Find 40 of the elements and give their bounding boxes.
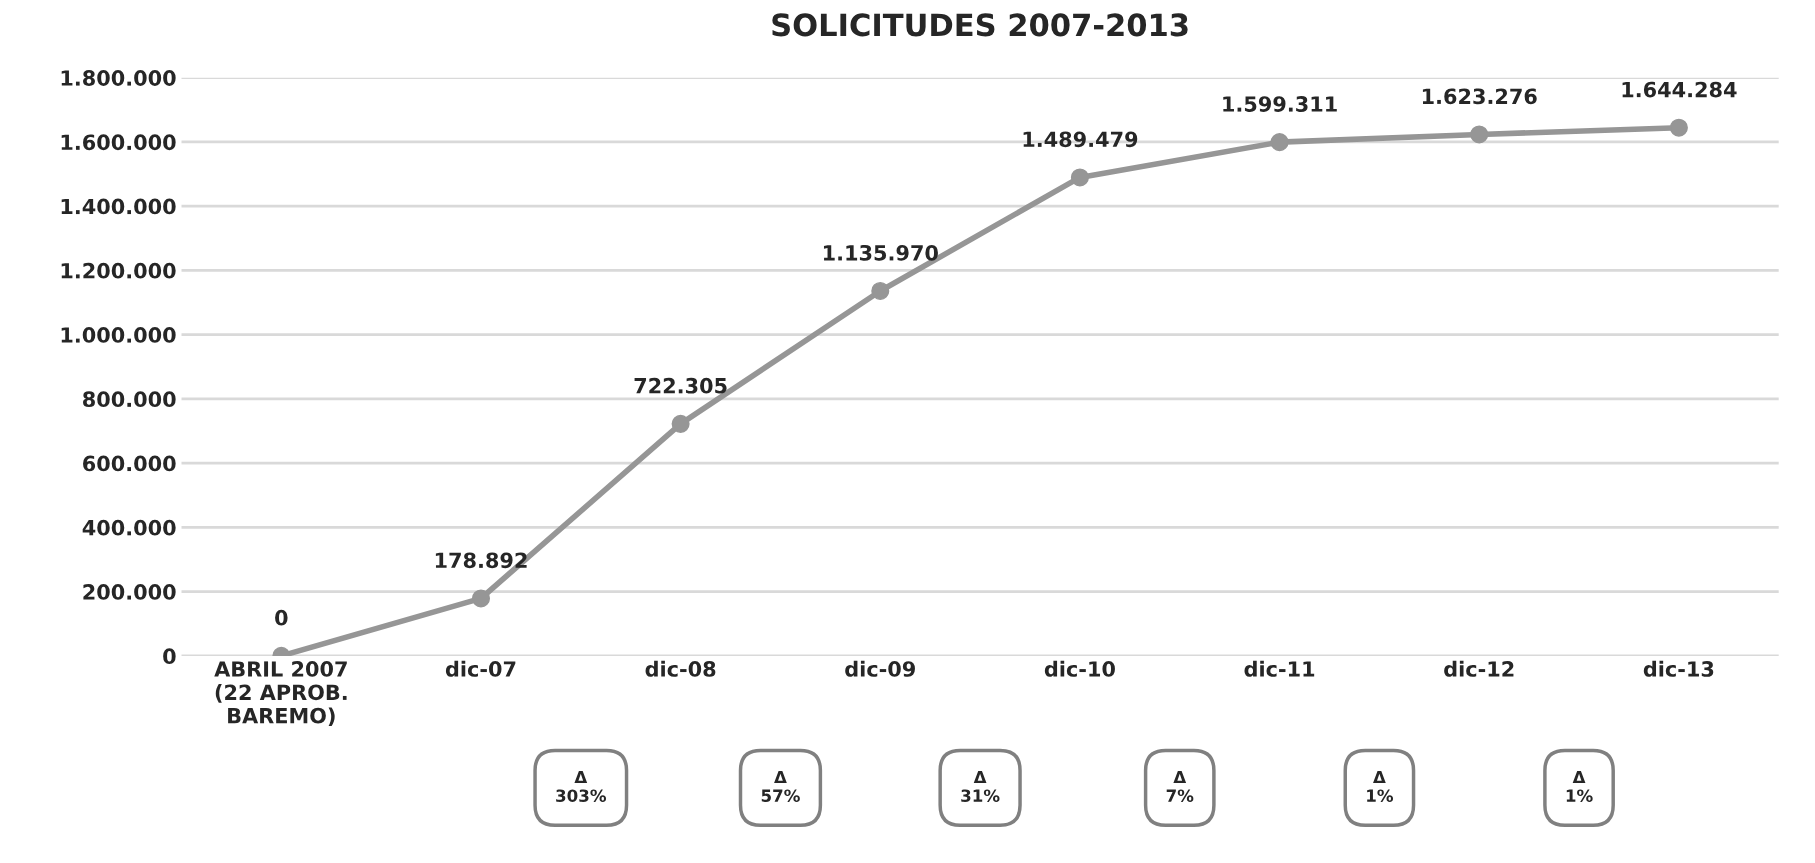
x-tick-label: dic-11 xyxy=(1244,660,1315,677)
y-tick-label: 1.800.000 xyxy=(61,70,176,86)
text: Δ 7% xyxy=(1166,770,1194,802)
point xyxy=(1070,168,1089,187)
y-tick-label: 1.200.000 xyxy=(61,262,176,279)
text: Δ 1% xyxy=(1367,770,1394,802)
text: Δ 31% xyxy=(961,770,1000,802)
data-label: 1.489.479 xyxy=(1023,131,1138,148)
point xyxy=(671,414,690,433)
y-tick-label: 1.400.000 xyxy=(61,198,176,215)
x-tick-label: dic-12 xyxy=(1444,660,1514,677)
y-tick-label: 1.600.000 xyxy=(61,134,176,151)
y-tick-label: 200.000 xyxy=(83,584,176,600)
point xyxy=(871,281,890,301)
x-tick-label: dic-08 xyxy=(645,660,716,677)
text: Δ 1% xyxy=(1566,770,1593,802)
y-tick-label: 600.000 xyxy=(83,455,176,472)
data-label: 178.892 xyxy=(435,552,527,569)
point xyxy=(1270,133,1289,152)
data-label: 722.305 xyxy=(634,377,727,394)
y-tick-label: 0 xyxy=(163,648,176,665)
data-label: 1.599.311 xyxy=(1223,96,1337,112)
point xyxy=(1669,118,1688,137)
text: Δ 57% xyxy=(761,770,800,802)
y-tick-label: 800.000 xyxy=(83,391,176,408)
data-label: 0 xyxy=(275,609,288,626)
chart-title: SOLICITUDES 2007-2013 xyxy=(772,13,1188,37)
text: Δ 303% xyxy=(556,770,607,802)
x-tick-label: dic-10 xyxy=(1044,660,1115,677)
x-tick-label: dic-13 xyxy=(1643,660,1714,677)
x-tick-label: ABRIL 2007 (22 APROB. BAREMO) xyxy=(214,661,347,726)
x-tick-label: dic-09 xyxy=(845,660,915,677)
point xyxy=(471,589,491,608)
x-tick-label: dic-07 xyxy=(445,660,516,677)
data-label: 1.623.276 xyxy=(1422,88,1537,105)
point xyxy=(1470,125,1489,144)
y-tick-label: 1.000.000 xyxy=(61,327,176,343)
data-label: 1.135.970 xyxy=(823,244,938,261)
data-label: 1.644.284 xyxy=(1622,81,1737,98)
y-tick-label: 400.000 xyxy=(82,519,176,536)
